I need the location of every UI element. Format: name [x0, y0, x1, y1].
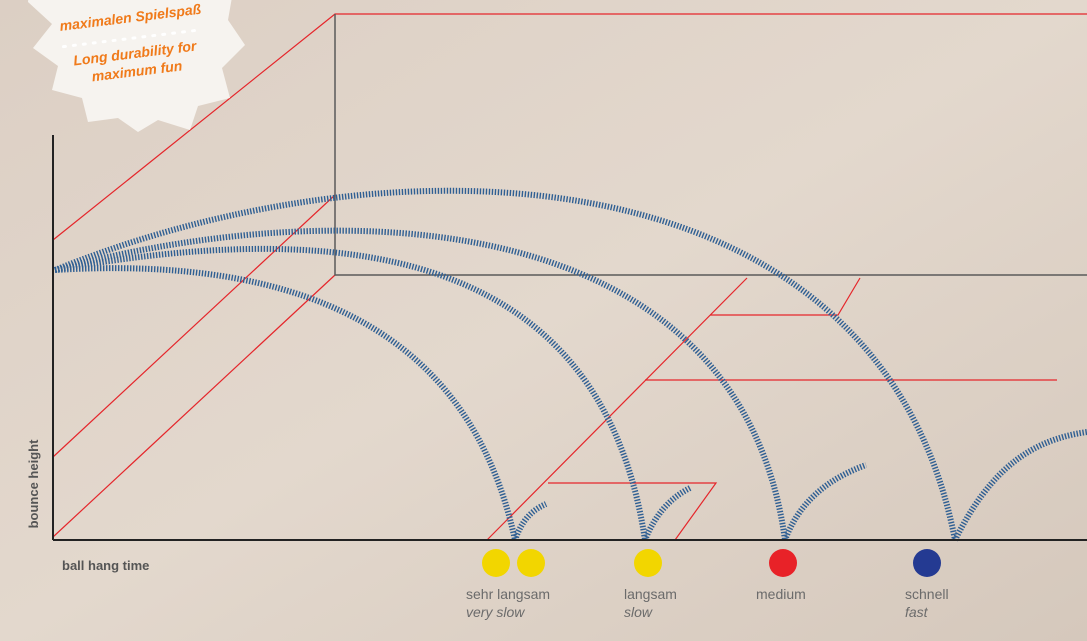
ball-sublabel: very slow	[466, 604, 525, 620]
ball	[913, 549, 941, 577]
bounce-arcs	[53, 187, 1087, 542]
y-axis-label: bounce height	[26, 439, 41, 529]
ball-sublabel: slow	[624, 604, 653, 620]
ball-label: medium	[756, 586, 806, 602]
ball-label: langsam	[624, 586, 677, 602]
guide-lines	[52, 13, 1087, 541]
badge	[28, 0, 245, 132]
ball	[517, 549, 545, 577]
badge-divider	[61, 28, 204, 49]
ball-label: sehr langsam	[466, 586, 550, 602]
ball	[769, 549, 797, 577]
x-axis-label: ball hang time	[62, 558, 149, 573]
ball	[634, 549, 662, 577]
ball	[482, 549, 510, 577]
ball-label: schnell	[905, 586, 949, 602]
ball-sublabel: fast	[905, 604, 929, 620]
balls	[482, 549, 941, 577]
